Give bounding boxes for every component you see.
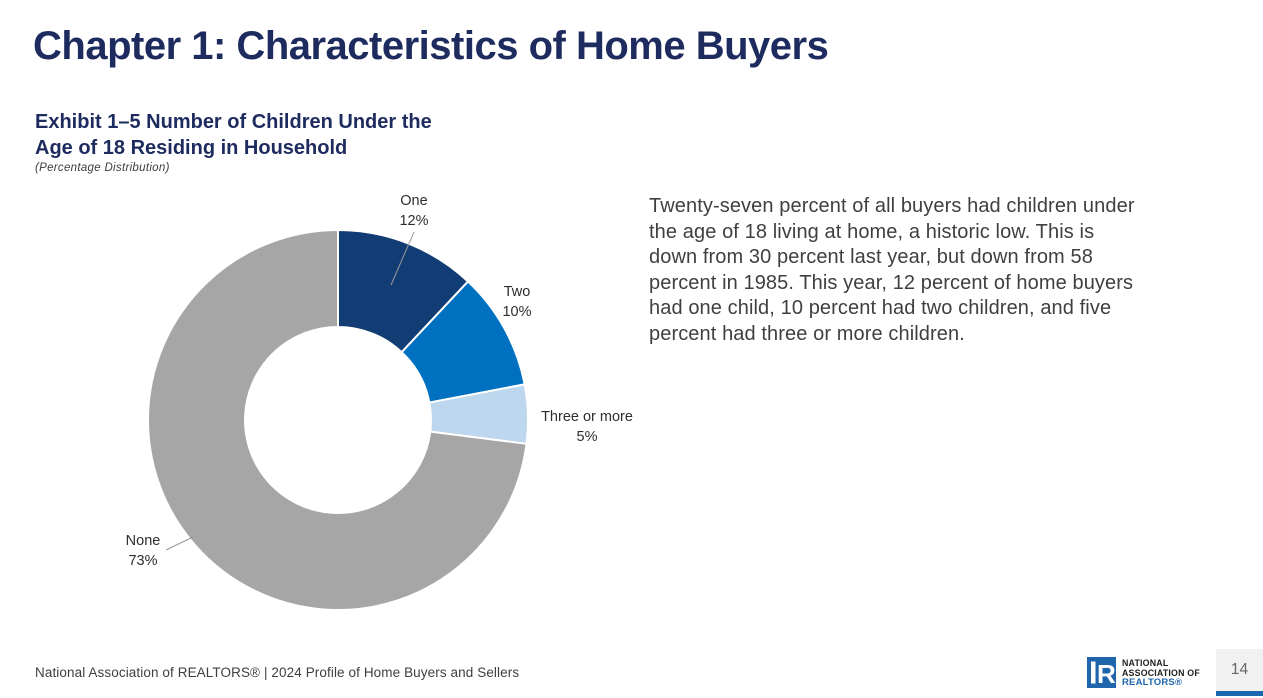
slice-label-two-name: Two (503, 284, 531, 300)
slice-label-three-or-more: Three or more 5% (541, 408, 633, 447)
leader-line-one (390, 231, 415, 286)
nar-logo-line3: REALTORS® (1122, 677, 1183, 688)
slice-label-one: One 12% (399, 192, 428, 231)
nar-logo: R NATIONAL ASSOCIATION OF REALTORS® (1087, 657, 1200, 689)
nar-logo-mark-icon: R (1087, 657, 1116, 688)
exhibit-title-line1: Exhibit 1–5 Number of Children Under the (35, 111, 432, 133)
nar-logo-line2: ASSOCIATION OF (1122, 667, 1200, 678)
slice-label-two-value: 10% (502, 303, 532, 320)
slice-label-none: None 73% (126, 532, 161, 571)
donut-chart (147, 229, 529, 611)
donut-slice-none (147, 229, 528, 611)
chapter-title: Chapter 1: Characteristics of Home Buyer… (33, 24, 829, 68)
body-paragraph: Twenty-seven percent of all buyers had c… (649, 195, 1135, 345)
slice-label-three-or-more-name: Three or more (541, 409, 633, 425)
slice-label-none-name: None (125, 533, 161, 549)
slice-label-one-name: One (400, 193, 428, 209)
slice-label-three-or-more-value: 5% (576, 428, 598, 445)
page-number-box: 14 (1216, 649, 1263, 696)
exhibit-title-line2: Age of 18 Residing in Household (35, 137, 348, 159)
footer-source-line: National Association of REALTORS® | 2024… (35, 665, 520, 680)
page-number: 14 (1230, 661, 1249, 678)
slice-label-two: Two 10% (502, 283, 531, 322)
exhibit-title: Exhibit 1–5 Number of Children Under the… (35, 109, 535, 161)
leader-line-none (165, 536, 194, 551)
svg-text:R: R (1097, 659, 1116, 688)
slice-label-one-value: 12% (399, 212, 429, 229)
nar-logo-text: NATIONAL ASSOCIATION OF REALTORS® (1122, 657, 1200, 689)
slice-label-none-value: 73% (128, 552, 158, 569)
page-number-accent-bar (1216, 691, 1263, 696)
exhibit-note: (Percentage Distribution) (35, 162, 170, 174)
nar-logo-line1: NATIONAL (1122, 658, 1169, 668)
